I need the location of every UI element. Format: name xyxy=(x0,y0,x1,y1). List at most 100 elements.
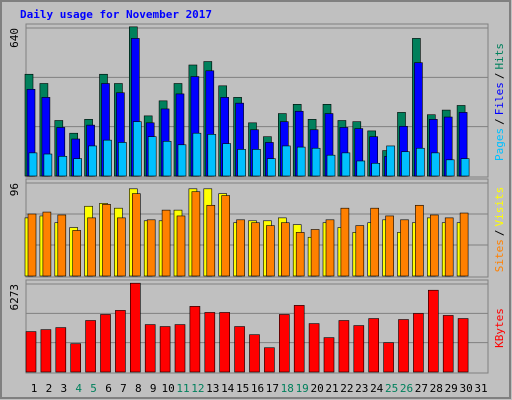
bar xyxy=(281,145,291,177)
y-tick-label: 6273 xyxy=(8,284,21,311)
bar xyxy=(293,305,305,373)
x-tick-label: 19 xyxy=(296,382,309,395)
y-tick-label: 640 xyxy=(8,28,21,48)
x-tick-label: 26 xyxy=(400,382,413,395)
bar xyxy=(43,153,53,177)
x-tick-label: 7 xyxy=(120,382,127,395)
bar xyxy=(267,158,276,177)
bar xyxy=(459,212,469,277)
bar xyxy=(237,149,246,177)
x-tick-label: 1 xyxy=(31,382,38,395)
bar xyxy=(73,158,82,177)
legend-entry: Sites xyxy=(493,239,506,272)
x-tick-label: 13 xyxy=(206,382,219,395)
bar xyxy=(323,337,335,373)
bar xyxy=(338,320,350,373)
legend-entry: Visits xyxy=(493,187,506,227)
bar xyxy=(368,318,380,373)
bar xyxy=(353,325,365,373)
bar xyxy=(460,158,470,177)
chart-title: Daily usage for November 2017 xyxy=(20,8,212,21)
bar xyxy=(147,136,157,177)
bar xyxy=(100,314,111,373)
bar xyxy=(413,313,424,373)
x-tick-label: 28 xyxy=(430,382,443,395)
x-tick-label: 16 xyxy=(251,382,264,395)
bar xyxy=(85,320,96,373)
x-tick-label: 3 xyxy=(60,382,67,395)
bar xyxy=(57,214,67,277)
bar xyxy=(206,204,216,277)
bar xyxy=(236,219,245,277)
bar xyxy=(398,319,409,373)
bar xyxy=(115,310,126,373)
x-tick-label: 10 xyxy=(161,382,174,395)
bar xyxy=(296,146,306,177)
bar xyxy=(401,151,410,177)
bar xyxy=(58,156,68,177)
bar xyxy=(264,347,275,373)
bar xyxy=(429,214,439,277)
bar xyxy=(159,326,171,373)
bar xyxy=(222,143,231,177)
bar xyxy=(144,324,156,373)
x-tick-label: 17 xyxy=(266,382,279,395)
bar xyxy=(341,152,351,177)
legend-entry: KBytes xyxy=(493,308,506,348)
bar xyxy=(280,222,290,277)
legend-separator: / xyxy=(493,118,506,125)
bar xyxy=(221,195,230,277)
legend: KBytes xyxy=(493,308,506,348)
bar xyxy=(102,204,111,277)
bar xyxy=(234,326,245,373)
bar xyxy=(311,147,321,177)
bar xyxy=(72,230,81,277)
bar xyxy=(27,213,37,277)
x-tick-label: 25 xyxy=(385,382,398,395)
y-tick-label: 96 xyxy=(8,183,21,196)
bar xyxy=(191,191,201,277)
bar xyxy=(103,139,112,177)
bar xyxy=(174,324,186,373)
bar xyxy=(249,334,260,373)
bar xyxy=(132,193,141,277)
x-tick-label: 23 xyxy=(355,382,368,395)
bar xyxy=(385,215,394,277)
bar xyxy=(189,306,201,373)
x-tick-label: 12 xyxy=(191,382,204,395)
x-tick-label: 15 xyxy=(236,382,249,395)
bar xyxy=(87,217,96,277)
bar xyxy=(133,121,142,177)
x-tick-label: 2 xyxy=(46,382,53,395)
x-tick-label: 8 xyxy=(135,382,142,395)
bar xyxy=(70,343,81,373)
bar xyxy=(325,219,335,277)
x-tick-label: 21 xyxy=(325,382,338,395)
x-tick-label: 30 xyxy=(459,382,472,395)
bar xyxy=(161,209,171,277)
bar xyxy=(370,207,380,277)
bar xyxy=(117,217,126,277)
x-tick-label: 31 xyxy=(474,382,487,395)
bar xyxy=(400,219,409,277)
bar xyxy=(192,132,202,177)
x-tick-label: 11 xyxy=(176,382,189,395)
bar xyxy=(146,219,156,277)
bar xyxy=(340,207,350,277)
bar xyxy=(207,134,217,177)
legend-separator: / xyxy=(493,230,506,237)
bar xyxy=(251,222,260,277)
bar xyxy=(55,327,67,373)
bar xyxy=(40,329,52,373)
bar xyxy=(28,152,38,177)
bar xyxy=(118,142,127,177)
legend-entry: Pages xyxy=(493,128,506,161)
bar xyxy=(278,314,290,373)
bar xyxy=(386,145,395,177)
bar xyxy=(430,152,440,177)
x-tick-label: 9 xyxy=(150,382,157,395)
x-tick-label: 14 xyxy=(221,382,235,395)
bar xyxy=(162,141,172,177)
